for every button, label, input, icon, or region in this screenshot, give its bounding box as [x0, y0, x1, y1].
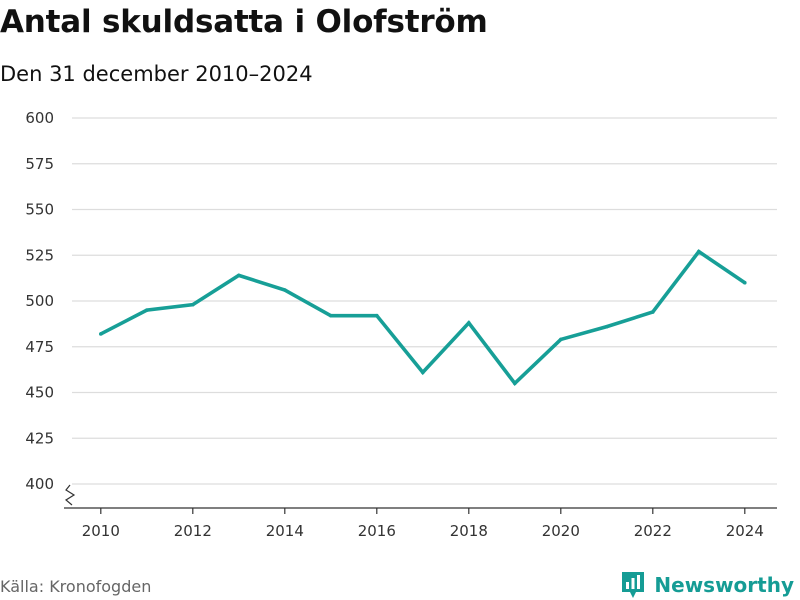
data-point-2024 — [743, 280, 747, 285]
data-point-2021 — [605, 324, 609, 329]
x-tick-label-2012: 2012 — [174, 522, 212, 540]
y-tick-label-400: 400 — [25, 475, 54, 493]
data-point-2018 — [467, 321, 471, 325]
chart-subtitle: Den 31 december 2010–2024 — [0, 62, 313, 86]
y-tick-label-500: 500 — [25, 292, 54, 310]
data-point-2013 — [237, 273, 241, 278]
series-layer — [99, 249, 747, 387]
series-line-0 — [99, 249, 746, 387]
data-point-2010 — [99, 332, 103, 336]
brand-name: Newsworthy — [654, 573, 794, 597]
y-tick-label-575: 575 — [25, 155, 54, 173]
x-axis — [64, 484, 777, 514]
y-axis-break-icon — [64, 484, 76, 506]
y-tick-label-450: 450 — [25, 384, 54, 402]
data-point-2011 — [145, 308, 149, 312]
chart-title: Antal skuldsatta i Olofström — [0, 4, 488, 40]
data-point-2016 — [375, 313, 379, 318]
y-axis-labels: 400 425 450 475 500 525 550 575 600 — [25, 109, 54, 493]
data-point-2019 — [513, 381, 517, 386]
y-tick-label-525: 525 — [25, 246, 54, 264]
x-tick-label-2022: 2022 — [634, 522, 672, 540]
data-point-2012 — [191, 302, 195, 307]
data-point-2014 — [283, 288, 287, 292]
data-point-2017 — [421, 370, 425, 375]
data-point-2020 — [559, 337, 563, 342]
x-tick-label-2016: 2016 — [358, 522, 396, 540]
x-tick-label-2018: 2018 — [450, 522, 488, 540]
y-tick-label-425: 425 — [25, 429, 54, 447]
y-tick-label-550: 550 — [25, 201, 54, 219]
data-point-2022 — [651, 310, 655, 314]
source-note: Källa: Kronofogden — [0, 577, 152, 596]
y-tick-label-475: 475 — [25, 338, 54, 356]
x-tick-label-2024: 2024 — [726, 522, 764, 540]
newsworthy-logo-icon — [622, 572, 645, 598]
x-tick-label-2010: 2010 — [82, 522, 120, 540]
x-tick-label-2014: 2014 — [266, 522, 304, 540]
data-point-2015 — [329, 313, 333, 318]
data-point-2023 — [697, 249, 701, 254]
brand-logo: Newsworthy — [620, 570, 794, 600]
y-tick-label-600: 600 — [25, 109, 54, 127]
x-tick-label-2020: 2020 — [542, 522, 580, 540]
gridlines — [72, 117, 777, 485]
x-axis-labels: 2010 2012 2014 2016 2018 2020 2022 2024 — [82, 522, 764, 540]
